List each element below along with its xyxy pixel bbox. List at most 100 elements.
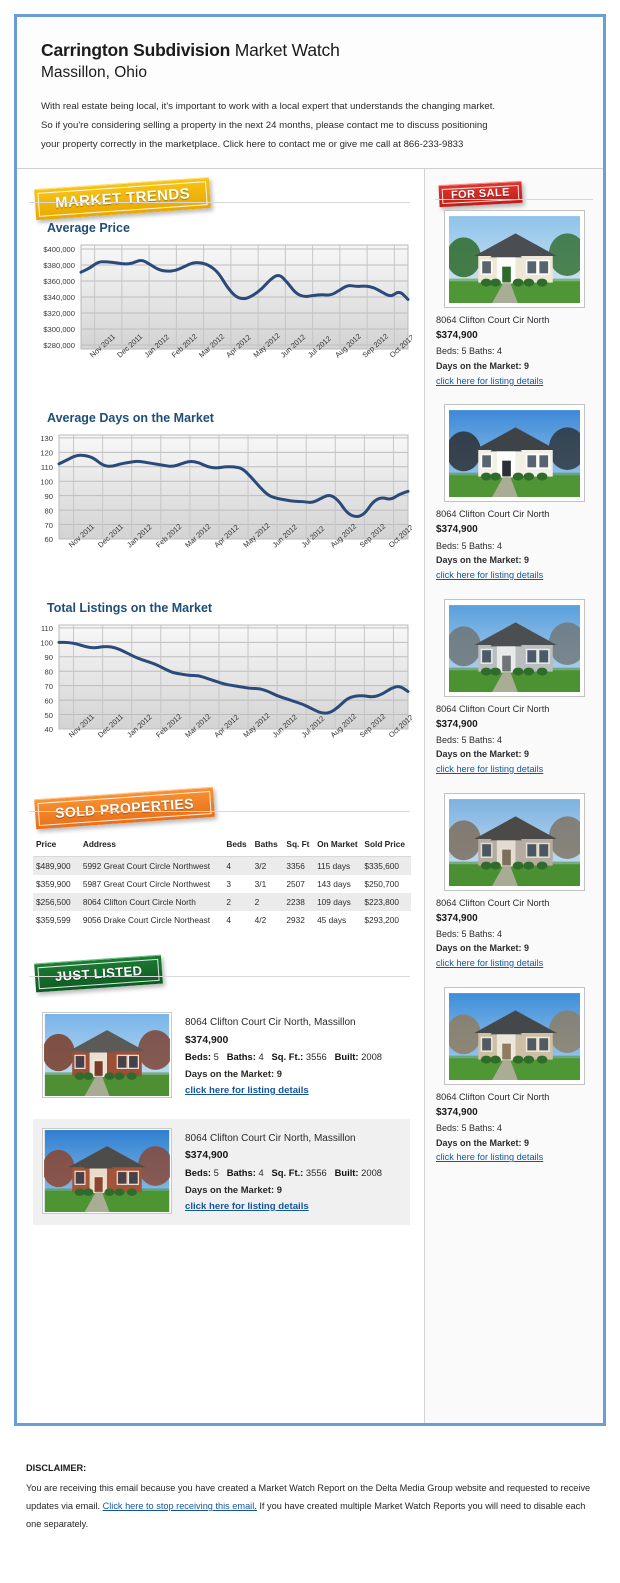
listing-details-link[interactable]: click here for listing details [185, 1084, 309, 1096]
listing-beds-baths: Beds: 5 Baths: 4 [436, 1123, 503, 1134]
table-cell-onmkt: 109 days [317, 897, 351, 908]
listing-photo[interactable] [443, 404, 585, 503]
sqft-value: 3556 [305, 1051, 327, 1063]
listing-info: 8064 Clifton Court Cir North $374,900 Beds… [433, 507, 595, 582]
table-cell-sqft: 2238 [286, 897, 305, 908]
svg-text:110: 110 [41, 463, 53, 472]
disclaimer-text-part2: If you have created multiple Market Watc… [26, 1500, 586, 1529]
table-cell-addr: 5987 Great Court Circle Northwest [82, 879, 211, 890]
listing-photo[interactable] [443, 210, 585, 309]
listing-photo[interactable] [443, 598, 585, 697]
market-trends-divider [29, 202, 410, 204]
listing-details-link[interactable]: click here for listing details [436, 569, 544, 580]
svg-text:90: 90 [45, 653, 53, 662]
listing-info: 8064 Clifton Court Cir North $374,900 Beds… [433, 313, 595, 388]
svg-text:$400,000: $400,000 [43, 246, 75, 255]
table-cell-sold: $293,200 [364, 915, 400, 926]
listing-details-link[interactable]: click here for listing details [436, 1152, 544, 1163]
table-cell-price: $359,900 [36, 879, 71, 890]
svg-text:80: 80 [45, 668, 53, 677]
table-row[interactable]: $359,599 9056 Drake Court Circle Northeas… [33, 911, 411, 929]
baths-label: Baths: [226, 1051, 256, 1063]
listing-photo[interactable] [42, 1128, 172, 1215]
listing-address: 8064 Clifton Court Cir North [436, 1091, 550, 1102]
sold-properties-badge: SOLD PROPERTIES [34, 787, 215, 830]
table-cell-beds: 4 [226, 915, 231, 926]
table-cell-addr: 5992 Great Court Circle Northwest [82, 861, 211, 872]
svg-text:$340,000: $340,000 [43, 294, 75, 303]
table-cell-beds: 4 [226, 861, 231, 872]
for-sale-card[interactable]: 8064 Clifton Court Cir North $374,900 Beds… [433, 983, 595, 1177]
just-listed-list: 8064 Clifton Court Cir North, Massillon $… [33, 1003, 410, 1226]
listing-price: $374,900 [185, 1150, 229, 1162]
page-subtitle: Massillon, Ohio [41, 63, 147, 81]
svg-text:60: 60 [45, 536, 53, 545]
listing-address: 8064 Clifton Court Cir North [436, 897, 550, 908]
chart-average-price-plot: $280,000 $300,000 $320,000 $340,000 $360,000… [43, 244, 412, 360]
table-cell-sold: $223,800 [364, 897, 400, 908]
table-header-baths: Baths [251, 834, 284, 858]
for-sale-card[interactable]: 8064 Clifton Court Cir North $374,900 Beds… [433, 789, 595, 983]
page-title-subdivision: Carrington Subdivision [41, 40, 231, 60]
table-cell-baths: 3/2 [254, 861, 267, 872]
for-sale-card[interactable]: 8064 Clifton Court Cir North $374,900 Beds… [433, 595, 595, 789]
market-trends-badge-label: MARKET TRENDS [54, 185, 191, 213]
for-sale-sidebar: FOR SALE 8064 Clifton Court Cir North $37… [424, 169, 603, 1424]
listing-address: 8064 Clifton Court Cir North, Massillon [185, 1017, 356, 1029]
listing-details-link[interactable]: click here for listing details [185, 1200, 309, 1212]
listing-photo[interactable] [443, 986, 585, 1085]
baths-value: 4 [258, 1167, 264, 1179]
table-cell-baths: 4/2 [254, 915, 267, 926]
listing-details-link[interactable]: click here for listing details [436, 375, 544, 386]
table-header-address: Address [79, 834, 224, 858]
beds-value: 5 [213, 1167, 219, 1179]
just-listed-card[interactable]: 8064 Clifton Court Cir North, Massillon $… [33, 1003, 410, 1109]
for-sale-card[interactable]: 8064 Clifton Court Cir North $374,900 Beds… [433, 400, 595, 594]
table-row[interactable]: $359,900 5987 Great Court Circle Northwes… [33, 875, 411, 893]
listing-days-on-market: Days on the Market: 9 [185, 1067, 282, 1079]
unsubscribe-link[interactable]: Click here to stop receiving this email. [102, 1500, 257, 1511]
table-row[interactable]: $489,900 5992 Great Court Circle Northwes… [33, 856, 411, 876]
table-cell-price: $359,599 [36, 915, 71, 926]
just-listed-badge-label: JUST LISTED [54, 963, 143, 985]
table-header-sold-price: Sold Price [361, 834, 411, 858]
chart-days-on-market-title: Average Days on the Market [47, 411, 214, 426]
svg-text:$320,000: $320,000 [43, 310, 75, 319]
page-title-suffix: Market Watch [230, 40, 340, 60]
listing-details-link[interactable]: click here for listing details [436, 958, 544, 969]
just-listed-badge: JUST LISTED [34, 954, 164, 993]
for-sale-badge: FOR SALE [438, 181, 523, 208]
beds-label: Beds: [185, 1051, 212, 1063]
listing-address: 8064 Clifton Court Cir North, Massillon [185, 1133, 356, 1145]
svg-text:130: 130 [40, 434, 53, 443]
table-row[interactable]: $256,500 8064 Clifton Court Circle North 2… [33, 893, 411, 912]
listing-specs: Beds: 5 Baths: 4 Sq. Ft.: 3556 Built: 20… [185, 1049, 382, 1065]
sold-properties-section-header: SOLD PROPERTIES [17, 773, 424, 830]
listing-specs: Beds: 5 Baths: 4 Sq. Ft.: 3556 Built: 20… [185, 1165, 382, 1181]
listing-info: 8064 Clifton Court Cir North, Massillon $… [185, 1129, 382, 1215]
sqft-value: 3556 [305, 1167, 327, 1179]
table-cell-sold: $335,600 [364, 861, 400, 872]
listing-photo[interactable] [443, 792, 585, 891]
for-sale-card[interactable]: 8064 Clifton Court Cir North $374,900 Beds… [433, 206, 595, 400]
listing-beds-baths: Beds: 5 Baths: 4 [436, 928, 503, 939]
just-listed-card[interactable]: 8064 Clifton Court Cir North, Massillon $… [33, 1119, 410, 1226]
listing-details-link[interactable]: click here for listing details [436, 763, 544, 774]
listing-address: 8064 Clifton Court Cir North [436, 315, 550, 326]
table-cell-onmkt: 115 days [317, 861, 351, 872]
listing-price: $374,900 [436, 718, 478, 730]
listing-photo[interactable] [42, 1012, 172, 1099]
table-header-on-market: On Market [314, 834, 362, 858]
listing-price: $374,900 [436, 524, 478, 536]
listing-days-on-market: Days on the Market: 9 [436, 361, 530, 371]
sqft-label: Sq. Ft.: [271, 1167, 304, 1179]
chart-days-on-market: Average Days on the Market 60 70 80 90 100 11… [17, 411, 424, 583]
listing-price: $374,900 [185, 1034, 229, 1046]
table-cell-price: $489,900 [36, 861, 71, 872]
svg-text:$300,000: $300,000 [43, 326, 75, 335]
table-cell-addr: 9056 Drake Court Circle Northeast [82, 915, 211, 926]
beds-value: 5 [213, 1051, 219, 1063]
just-listed-section-header: JUST LISTED [17, 929, 424, 993]
